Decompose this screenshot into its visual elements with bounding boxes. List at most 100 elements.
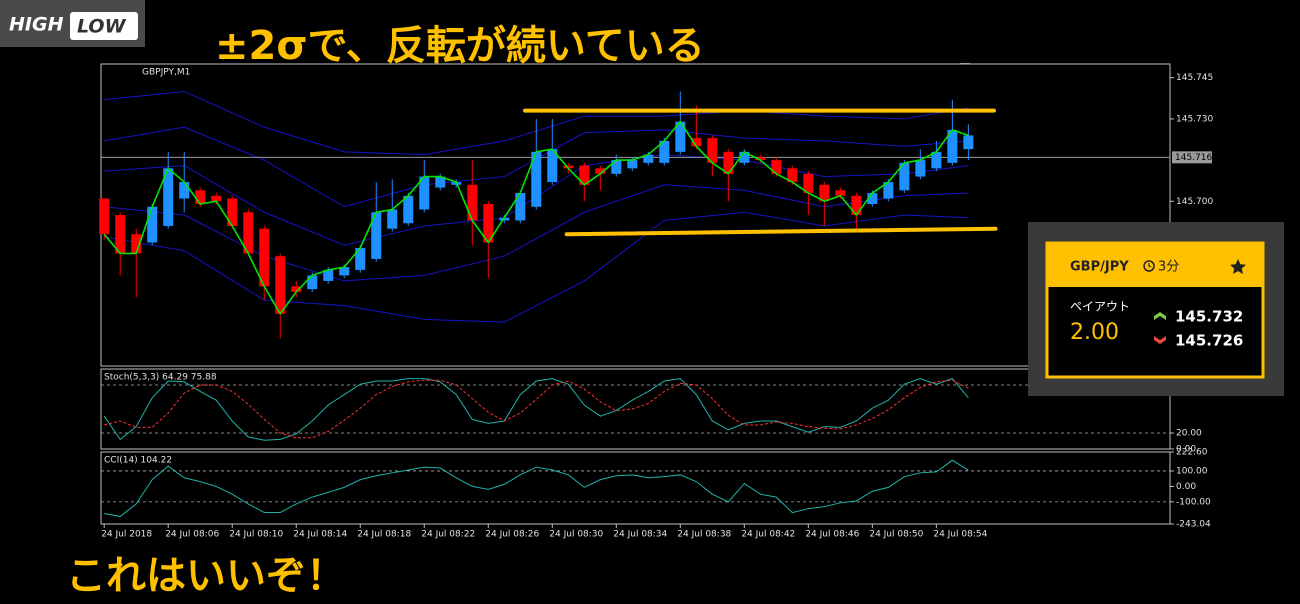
candle-body: [723, 151, 734, 174]
candle-body: [963, 135, 974, 150]
candle-body: [643, 154, 654, 163]
current-price-label: 145.716: [1175, 153, 1212, 163]
candle-body: [899, 162, 910, 191]
candle-body: [467, 184, 478, 221]
candle-body: [99, 198, 110, 235]
candle-body: [787, 168, 798, 183]
candle-body: [115, 215, 126, 254]
candle-body: [547, 149, 558, 183]
candle-body: [227, 198, 238, 226]
trend-line: [564, 226, 998, 237]
candle-body: [243, 212, 254, 254]
candle-body: [803, 173, 814, 194]
headline: ±2σで、反転が続いている: [215, 23, 705, 69]
panel-title: GBPJPY,M1: [142, 68, 190, 78]
x-tick-label: 24 Jul 08:14: [293, 530, 347, 540]
candle-body: [947, 129, 958, 163]
y-tick-label: 0.00: [1176, 445, 1196, 455]
candle-body: [339, 267, 350, 276]
candle-body: [515, 193, 526, 221]
y-tick-label: 145.745: [1176, 73, 1213, 83]
y-tick-label: 145.730: [1176, 114, 1213, 124]
y-tick-label: 0.00: [1176, 482, 1196, 492]
payout: 2.00: [1070, 320, 1119, 345]
candle-body: [883, 182, 894, 199]
candle-body: [147, 206, 158, 243]
candle-body: [819, 184, 830, 202]
x-tick-label: 24 Jul 08:30: [549, 530, 603, 540]
caption: これはいいぞ！: [66, 553, 346, 599]
candle-body: [163, 168, 174, 226]
candle-body: [355, 247, 366, 270]
candle-body: [259, 228, 270, 287]
y-tick-label: 20.00: [1176, 429, 1202, 439]
y-tick-label: -243.04: [1176, 520, 1211, 530]
current-price-box: [1172, 151, 1212, 164]
candle-body: [419, 176, 430, 210]
band-line: [104, 211, 969, 323]
candle-body: [595, 168, 606, 174]
x-tick-label: 24 Jul 08:42: [741, 530, 795, 540]
low-arrow[interactable]: [1154, 336, 1166, 344]
logo-badge: [70, 12, 138, 40]
candle-body: [659, 140, 670, 163]
y-tick-label: 145.700: [1176, 197, 1213, 207]
candle-body: [563, 165, 574, 169]
trade-widget[interactable]: GBP/JPY 3分 ペイアウト 2.00 145.732 145.726: [1028, 222, 1284, 396]
candle-body: [739, 151, 750, 163]
clock-icon: [1143, 260, 1155, 272]
x-tick-label: 24 Jul 08:22: [421, 530, 475, 540]
close-line: [103, 120, 969, 316]
candle-body: [291, 286, 302, 292]
x-tick-label: 24 Jul 08:26: [485, 530, 539, 540]
candle-body: [675, 121, 686, 152]
candle-body: [195, 190, 206, 205]
candle-body: [307, 275, 318, 290]
candle-body: [483, 204, 494, 243]
x-tick-label: 24 Jul 08:10: [229, 530, 283, 540]
candle-body: [691, 138, 702, 147]
high-arrow[interactable]: [1154, 312, 1166, 320]
candle-body: [707, 138, 718, 163]
y-tick-label: 100.00: [1176, 466, 1208, 476]
panel-title: Stoch(5,3,3) 64.29 75.88: [104, 373, 217, 383]
high-price[interactable]: 145.732: [1175, 308, 1243, 326]
panel-frame: [100, 368, 1171, 450]
pair: GBP/JPY: [1070, 260, 1129, 275]
candle-body: [931, 151, 942, 169]
panel-frame: [100, 63, 1171, 367]
indicator-line: [104, 459, 969, 517]
x-tick-label: 24 Jul 08:18: [357, 530, 411, 540]
candle-body: [851, 195, 862, 215]
candle-body: [371, 212, 382, 259]
candle-body: [611, 160, 622, 174]
y-tick-label: 222.60: [1176, 448, 1208, 458]
clock-hand: [1148, 263, 1152, 268]
candle-body: [179, 182, 190, 199]
x-tick-label: 24 Jul 08:54: [933, 530, 987, 540]
x-tick-label: 24 Jul 08:06: [165, 530, 219, 540]
duration: 3分: [1158, 260, 1179, 275]
candle-body: [771, 160, 782, 174]
x-tick-label: 24 Jul 08:50: [869, 530, 923, 540]
band-line: [104, 90, 969, 156]
candle-body: [531, 151, 542, 207]
widget-header: [1047, 243, 1263, 287]
band-line: [104, 126, 969, 208]
logo-right: LOW: [77, 16, 127, 38]
candle-body: [867, 193, 878, 205]
y-tick-label: -100.00: [1176, 497, 1211, 507]
payout-label: ペイアウト: [1070, 300, 1130, 314]
candle-body: [211, 195, 222, 202]
candle-body: [435, 176, 446, 188]
candle-body: [627, 160, 638, 169]
low-price[interactable]: 145.726: [1175, 332, 1243, 350]
candle-body: [755, 157, 766, 161]
favorite-star[interactable]: [1230, 259, 1246, 274]
indicator-line: [103, 378, 969, 441]
candle-body: [323, 269, 334, 281]
band-line: [104, 154, 969, 246]
candle-body: [403, 195, 414, 224]
